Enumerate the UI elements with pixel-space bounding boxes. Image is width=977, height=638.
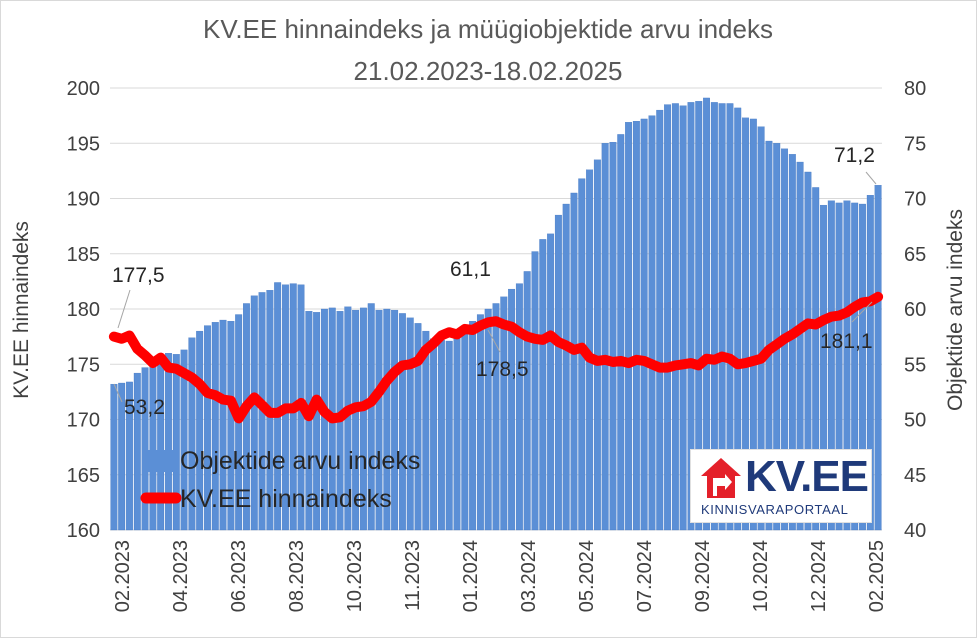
y-tick-label-left: 165 bbox=[67, 465, 100, 487]
bar bbox=[438, 340, 445, 530]
x-tick-label: 10.2023 bbox=[344, 540, 366, 612]
annotation-bar-end: 71,2 bbox=[834, 144, 875, 167]
bar bbox=[477, 315, 484, 530]
y-tick-label-right: 45 bbox=[904, 465, 926, 487]
y-tick-label-right: 60 bbox=[904, 299, 926, 321]
bar bbox=[563, 204, 570, 530]
x-tick-label: 02.2023 bbox=[112, 540, 134, 612]
annotation-leader-bar-end bbox=[866, 172, 876, 184]
x-tick-label: 03.2024 bbox=[518, 540, 540, 612]
y-tick-label-right: 75 bbox=[904, 133, 926, 155]
x-tick-label: 01.2024 bbox=[460, 540, 482, 612]
y-tick-label-right: 80 bbox=[904, 78, 926, 100]
x-axis: 02.2023 04.2023 06.2023 08.2023 10.2023 11.20… bbox=[112, 540, 888, 612]
annotation-line-mid: 178,5 bbox=[476, 358, 529, 381]
y-axis-left: 160 165 170 175 180 185 190 195 200 bbox=[67, 78, 100, 542]
bar bbox=[539, 239, 546, 530]
bar bbox=[150, 361, 157, 530]
bar bbox=[485, 309, 492, 530]
annotation-line-start: 177,5 bbox=[112, 264, 165, 287]
bar bbox=[875, 185, 882, 530]
bar bbox=[602, 143, 609, 530]
bar bbox=[656, 110, 663, 530]
y-axis-left-title: KV.EE hinnaindeks bbox=[10, 221, 33, 399]
bar bbox=[500, 297, 507, 530]
bar bbox=[625, 122, 632, 530]
kv-ee-logo: KV.EE KINNISVARAPORTAAL bbox=[690, 449, 872, 523]
y-tick-label-left: 190 bbox=[67, 189, 100, 211]
bar bbox=[399, 313, 406, 530]
legend-label-line: KV.EE hinnaindeks bbox=[180, 485, 392, 513]
y-tick-label-right: 65 bbox=[904, 244, 926, 266]
bar bbox=[680, 106, 687, 530]
legend-swatch-bars bbox=[148, 450, 174, 472]
bar bbox=[633, 121, 640, 530]
x-tick-label: 06.2023 bbox=[228, 540, 250, 612]
x-tick-label: 10.2024 bbox=[750, 540, 772, 612]
bar bbox=[555, 215, 562, 530]
bar bbox=[610, 142, 617, 530]
bar bbox=[571, 193, 578, 530]
y-tick-label-left: 195 bbox=[67, 133, 100, 155]
bar bbox=[142, 368, 149, 530]
x-tick-label: 04.2023 bbox=[170, 540, 192, 612]
bar bbox=[516, 284, 523, 530]
bar bbox=[524, 271, 531, 530]
y-tick-label-left: 160 bbox=[67, 520, 100, 542]
y-axis-right-title: Objektide arvu indeks bbox=[944, 209, 967, 411]
y-tick-label-left: 180 bbox=[67, 299, 100, 321]
y-tick-label-right: 55 bbox=[904, 354, 926, 376]
bar bbox=[532, 252, 539, 530]
bar bbox=[111, 384, 118, 530]
chart-title: KV.EE hinnaindeks ja müügiobjektide arvu… bbox=[203, 14, 773, 44]
y-tick-label-left: 200 bbox=[67, 78, 100, 100]
x-tick-label: 05.2024 bbox=[576, 540, 598, 612]
bar bbox=[407, 318, 414, 530]
logo-wordmark: KV.EE bbox=[745, 452, 868, 502]
chart-subtitle: 21.02.2023-18.02.2025 bbox=[354, 56, 623, 86]
bar bbox=[594, 160, 601, 530]
x-tick-label: 11.2023 bbox=[402, 540, 424, 611]
legend-label-bars: Objektide arvu indeks bbox=[180, 447, 420, 475]
y-tick-label-left: 185 bbox=[67, 244, 100, 266]
y-tick-label-right: 70 bbox=[904, 189, 926, 211]
bar bbox=[446, 341, 453, 530]
house-logo-icon bbox=[699, 456, 743, 500]
annotation-line-end: 181,1 bbox=[820, 330, 873, 353]
bar bbox=[649, 116, 656, 530]
x-tick-label: 07.2024 bbox=[634, 540, 656, 612]
x-tick-label: 09.2024 bbox=[692, 540, 714, 612]
bar bbox=[672, 103, 679, 530]
bar bbox=[430, 339, 437, 530]
bar bbox=[173, 354, 180, 530]
bar bbox=[617, 134, 624, 530]
y-tick-label-left: 175 bbox=[67, 354, 100, 376]
bar bbox=[493, 303, 500, 530]
logo-tagline: KINNISVARAPORTAAL bbox=[701, 502, 848, 517]
annotation-bar-start: 53,2 bbox=[124, 396, 165, 419]
bar bbox=[157, 358, 164, 530]
x-tick-label: 02.2025 bbox=[866, 540, 888, 612]
bar bbox=[664, 105, 671, 530]
bar bbox=[454, 337, 461, 530]
bar bbox=[462, 328, 469, 530]
x-tick-label: 12.2024 bbox=[808, 540, 830, 612]
bar bbox=[547, 234, 554, 530]
bar bbox=[469, 321, 476, 530]
y-tick-label-left: 170 bbox=[67, 410, 100, 432]
bar bbox=[641, 119, 648, 530]
annotation-bar-mid: 61,1 bbox=[450, 258, 491, 281]
x-tick-label: 08.2023 bbox=[286, 540, 308, 612]
y-axis-right: 40 45 50 55 60 65 70 75 80 bbox=[904, 78, 926, 542]
y-tick-label-right: 50 bbox=[904, 410, 926, 432]
y-tick-label-right: 40 bbox=[904, 520, 926, 542]
bar bbox=[391, 310, 398, 530]
